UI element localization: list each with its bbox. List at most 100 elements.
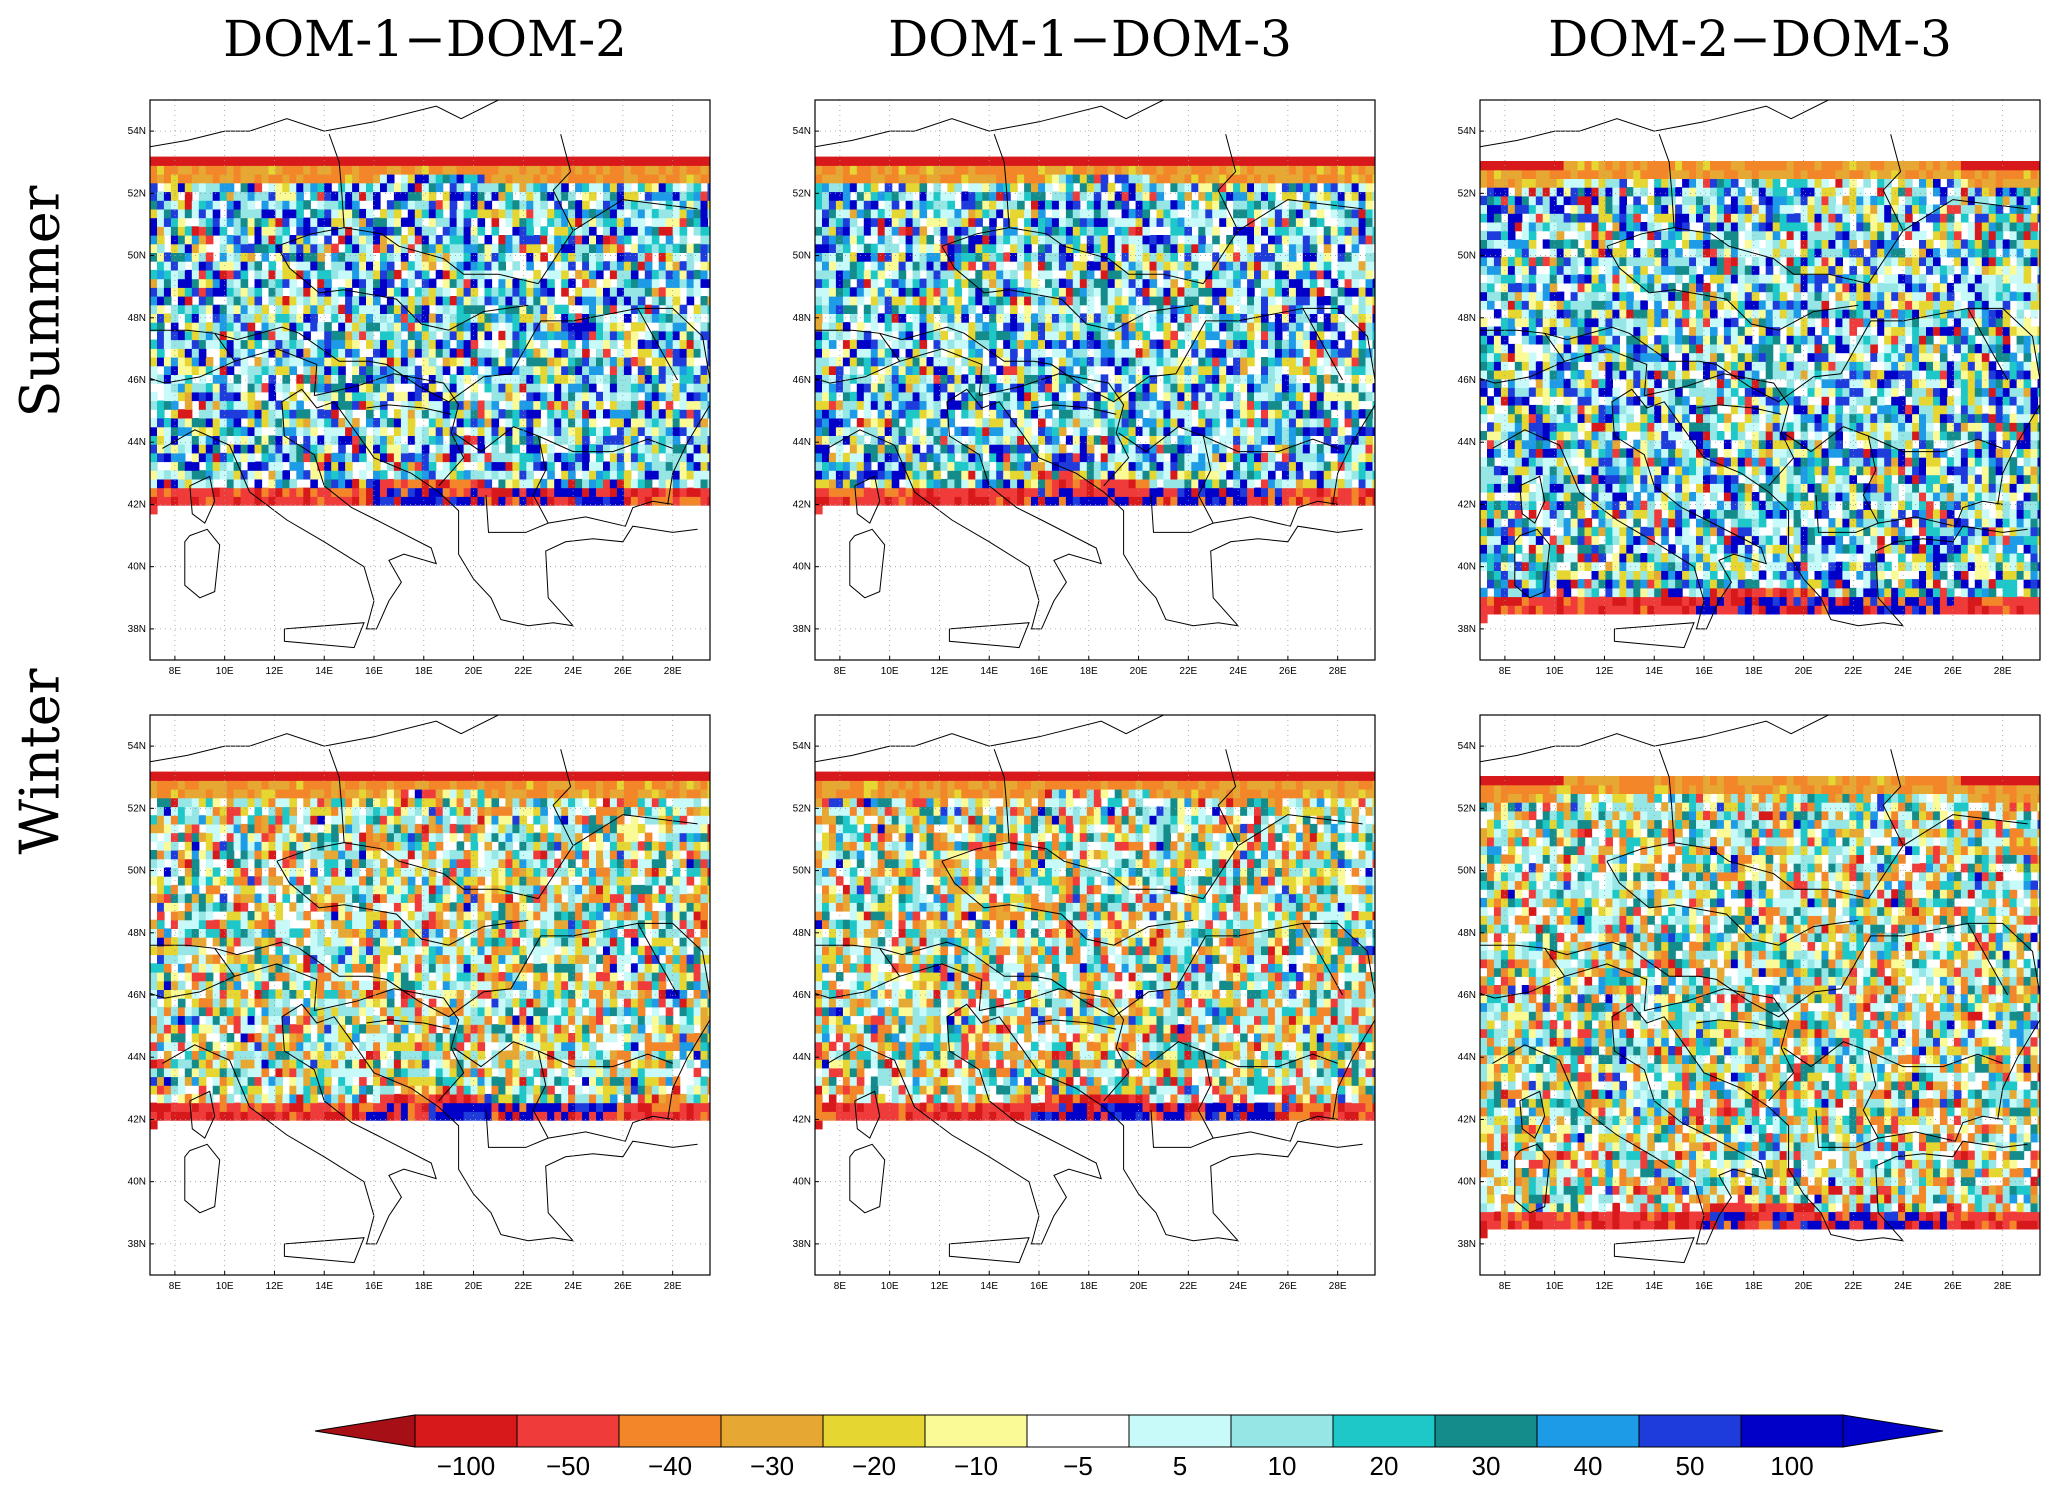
lon-tick-label: 24E (1229, 666, 1247, 677)
lon-tick-label: 24E (1894, 666, 1912, 677)
lon-tick-label: 20E (1130, 666, 1148, 677)
colorbar-label: −100 (437, 1451, 496, 1481)
lon-tick-label: 16E (1695, 666, 1713, 677)
lon-tick-label: 16E (365, 666, 383, 677)
colorbar-segment (1231, 1415, 1333, 1447)
lon-tick-label: 26E (1279, 1281, 1297, 1292)
column-title-dom2-dom3: DOM-2−DOM-3 (1470, 10, 2030, 68)
lon-tick-label: 12E (266, 666, 284, 677)
lat-tick-label: 44N (128, 1052, 146, 1063)
lon-tick-label: 26E (1944, 666, 1962, 677)
lat-tick-label: 46N (128, 375, 146, 386)
lat-tick-label: 44N (128, 437, 146, 448)
lat-tick-label: 40N (1458, 562, 1476, 573)
lat-tick-label: 44N (793, 437, 811, 448)
lon-tick-label: 22E (1179, 666, 1197, 677)
lon-tick-label: 16E (1030, 1281, 1048, 1292)
lat-tick-label: 42N (793, 499, 811, 510)
colorbar-high-arrow (1843, 1415, 1943, 1447)
colorbar-segment (823, 1415, 925, 1447)
colorbar-label: 40 (1574, 1451, 1603, 1481)
lon-tick-label: 28E (1329, 1281, 1347, 1292)
lat-tick-label: 54N (793, 741, 811, 752)
colorbar-label: −5 (1063, 1451, 1093, 1481)
lon-tick-label: 14E (315, 666, 333, 677)
colorbar-label: 50 (1676, 1451, 1705, 1481)
lat-tick-label: 44N (793, 1052, 811, 1063)
lat-tick-label: 52N (1458, 188, 1476, 199)
colorbar-low-arrow (315, 1415, 415, 1447)
lat-tick-label: 42N (128, 499, 146, 510)
lat-tick-label: 40N (128, 562, 146, 573)
colorbar-segment (1027, 1415, 1129, 1447)
lat-tick-label: 52N (793, 803, 811, 814)
lat-tick-label: 52N (128, 803, 146, 814)
lat-tick-label: 38N (128, 624, 146, 635)
lat-tick-label: 50N (793, 866, 811, 877)
lon-tick-label: 8E (834, 1281, 847, 1292)
colorbar-segment (415, 1415, 517, 1447)
lon-tick-label: 12E (266, 1281, 284, 1292)
lat-tick-label: 38N (793, 1239, 811, 1250)
lat-tick-label: 48N (793, 313, 811, 324)
column-title-dom1-dom3: DOM-1−DOM-3 (810, 10, 1370, 68)
lat-tick-label: 50N (128, 251, 146, 262)
lon-tick-label: 26E (1279, 666, 1297, 677)
lon-tick-label: 22E (514, 666, 532, 677)
lon-tick-label: 24E (1894, 1281, 1912, 1292)
lat-tick-label: 48N (128, 313, 146, 324)
colorbar-segment (1435, 1415, 1537, 1447)
lat-tick-label: 38N (1458, 1239, 1476, 1250)
lon-tick-label: 24E (564, 666, 582, 677)
lat-tick-label: 40N (793, 562, 811, 573)
lat-tick-label: 46N (793, 375, 811, 386)
lat-tick-label: 42N (128, 1114, 146, 1125)
lat-tick-label: 46N (793, 990, 811, 1001)
lat-tick-label: 40N (128, 1177, 146, 1188)
lon-tick-label: 22E (514, 1281, 532, 1292)
colorbar-label: 5 (1173, 1451, 1187, 1481)
colorbar-segment (517, 1415, 619, 1447)
lat-tick-label: 48N (1458, 928, 1476, 939)
lon-tick-label: 10E (881, 1281, 899, 1292)
lon-tick-label: 18E (1745, 666, 1763, 677)
lon-tick-label: 18E (1080, 666, 1098, 677)
lat-tick-label: 54N (1458, 126, 1476, 137)
colorbar-label: −50 (546, 1451, 590, 1481)
lat-tick-label: 44N (1458, 1052, 1476, 1063)
lon-tick-label: 12E (931, 1281, 949, 1292)
row-title-winter: Winter (9, 612, 72, 912)
lat-tick-label: 50N (1458, 251, 1476, 262)
lat-tick-label: 52N (128, 188, 146, 199)
lon-tick-label: 24E (564, 1281, 582, 1292)
lon-tick-label: 14E (1645, 666, 1663, 677)
lon-tick-label: 20E (1795, 1281, 1813, 1292)
lon-tick-label: 22E (1844, 666, 1862, 677)
lon-tick-label: 28E (1994, 666, 2012, 677)
lon-tick-label: 26E (614, 1281, 632, 1292)
colorbar-segment (1129, 1415, 1231, 1447)
lon-tick-label: 22E (1844, 1281, 1862, 1292)
lon-tick-label: 14E (315, 1281, 333, 1292)
colorbar-segment (1741, 1415, 1843, 1447)
lon-tick-label: 12E (1596, 666, 1614, 677)
lat-tick-label: 40N (793, 1177, 811, 1188)
lon-tick-label: 26E (1944, 1281, 1962, 1292)
lon-tick-label: 16E (1695, 1281, 1713, 1292)
lon-tick-label: 20E (1795, 666, 1813, 677)
lat-tick-label: 46N (1458, 990, 1476, 1001)
column-title-dom1-dom2: DOM-1−DOM-2 (145, 10, 705, 68)
colorbar-label: 10 (1268, 1451, 1297, 1481)
lon-tick-label: 18E (1745, 1281, 1763, 1292)
colorbar-label: −30 (750, 1451, 794, 1481)
colorbar-label: 20 (1370, 1451, 1399, 1481)
colorbar-segment (1333, 1415, 1435, 1447)
lat-tick-label: 54N (128, 741, 146, 752)
colorbar-segment (619, 1415, 721, 1447)
lat-tick-label: 46N (128, 990, 146, 1001)
lat-tick-label: 52N (1458, 803, 1476, 814)
